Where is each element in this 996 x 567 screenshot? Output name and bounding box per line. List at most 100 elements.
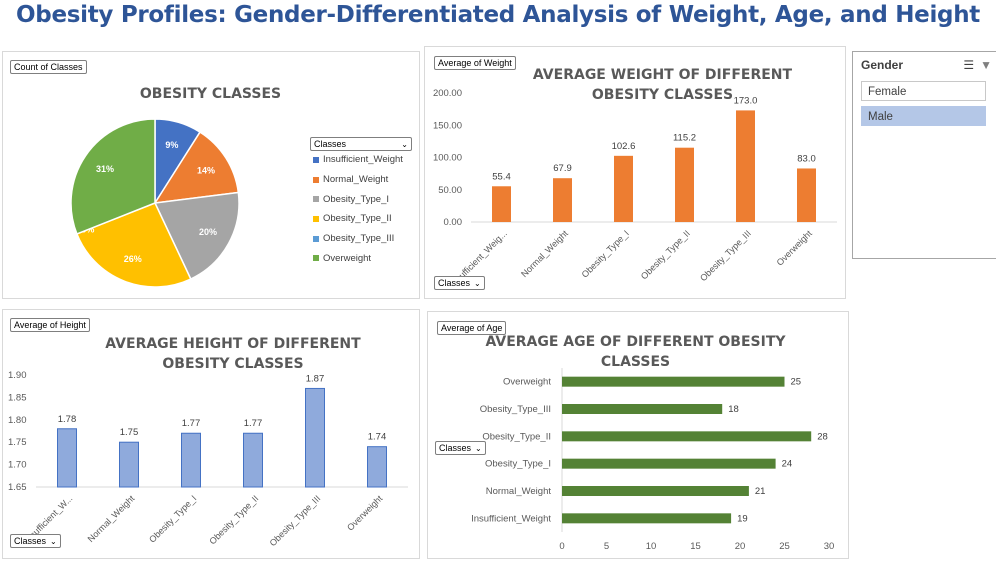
data-label-insufficient-weight: 19 (737, 513, 748, 524)
x-tick-label: Normal_Weight (86, 493, 137, 544)
legend-label: Obesity_Type_II (323, 213, 392, 225)
x-tick-label: Obesity_Type_I (580, 228, 631, 279)
pie-chart-title: OBESITY CLASSES (139, 86, 282, 102)
weight-chart-title: AVERAGE WEIGHT OF DIFFERENT OBESITY CLAS… (532, 67, 793, 103)
x-tick-label: Obesity_Type_II (639, 228, 692, 281)
chevron-down-icon: ⌄ (474, 278, 481, 288)
slicer-item-female[interactable]: Female (861, 81, 986, 101)
legend-item-normal-weight: Normal_Weight (313, 170, 403, 190)
bar-insufficient-weig (492, 186, 511, 222)
data-label-obesity-type-i: 24 (782, 459, 793, 470)
legend-label: Insufficient_Weight (323, 154, 403, 166)
y-tick-label: 1.65 (8, 482, 27, 493)
y-tick-label: 1.70 (8, 460, 27, 471)
legend-swatch (313, 196, 319, 203)
age-chart-panel[interactable]: Average of Age AVERAGE AGE OF DIFFERENT … (427, 311, 849, 559)
multi-select-icon[interactable]: ☰ (963, 58, 975, 72)
x-tick-label: 20 (735, 541, 746, 552)
pie-slice-overweight (70, 118, 156, 235)
average-of-height-field-button[interactable]: Average of Height (10, 318, 90, 332)
legend-swatch (313, 235, 319, 242)
average-of-age-field-button[interactable]: Average of Age (437, 321, 507, 335)
legend-swatch (313, 156, 319, 163)
data-label-obesity-type-i: 102.6 (612, 141, 636, 152)
data-label-obesity-type-ii: 115.2 (673, 133, 696, 144)
pie-label-normal-weight: 14% (197, 166, 215, 176)
y-tick-label: Obesity_Type_I (485, 459, 551, 470)
chevron-down-icon: ⌄ (401, 139, 408, 149)
x-tick-label: 30 (824, 541, 835, 552)
x-tick-label: Overweight (775, 228, 815, 268)
x-tick-label: Obesity_Type_III (698, 228, 753, 283)
bar-obesity-type-ii (243, 432, 263, 488)
data-label-obesity-type-ii: 28 (817, 431, 828, 442)
data-label-obesity-type-iii: 18 (728, 404, 739, 415)
weight-chart-panel[interactable]: Average of Weight AVERAGE WEIGHT OF DIFF… (424, 46, 846, 299)
bar-normal-weight (553, 178, 572, 222)
pie-legend-dropdown-label: Classes (314, 139, 347, 149)
y-tick-label: 1.80 (8, 415, 27, 426)
legend-label: Obesity_Type_III (323, 233, 395, 245)
legend-swatch (313, 176, 319, 183)
data-label-normal-weight: 1.75 (120, 427, 139, 438)
bar-obesity-type-ii (562, 431, 812, 442)
x-tick-label: 5 (604, 541, 609, 552)
age-bar-chart: 25 Overweight 18 Obesity_Type_III 28 Obesity_… (471, 368, 835, 552)
pie-chart-panel[interactable]: Count of Classes OBESITY CLASSES 9% 14% 20… (2, 51, 420, 299)
x-tick-label: 25 (779, 541, 790, 552)
x-tick-label: Obesity_Type_I (147, 493, 198, 544)
y-tick-label: Insufficient_Weight (471, 513, 551, 524)
bar-overweight (797, 168, 816, 222)
legend-item-insufficient-weight: Insufficient_Weight (313, 150, 403, 170)
data-label-insufficient-weig: 55.4 (492, 171, 511, 182)
y-tick-label: Overweight (503, 377, 551, 388)
x-tick-label: 10 (646, 541, 657, 552)
bar-overweight (562, 376, 785, 387)
chevron-down-icon: ⌄ (475, 443, 482, 453)
bar-obesity-type-iii (305, 387, 325, 488)
y-tick-label: Normal_Weight (486, 486, 552, 497)
height-classes-dropdown[interactable]: Classes ⌄ (10, 534, 61, 548)
data-label-obesity-type-iii: 173.0 (734, 95, 758, 106)
pie-label-overweight: 31% (96, 164, 114, 174)
bar-normal-weight (562, 486, 749, 496)
bar-normal-weight (119, 441, 139, 488)
bar-insufficient-weight (562, 513, 732, 524)
pie-slice-obesity-type-i (153, 191, 240, 281)
weight-dropdown-label: Classes (438, 278, 471, 288)
bar-obesity-type-iii (736, 110, 755, 222)
clear-filter-icon[interactable]: ▼ (980, 58, 992, 72)
data-label-obesity-type-iii: 1.87 (306, 373, 325, 384)
data-label-insufficient-w: 1.78 (58, 414, 77, 425)
legend-swatch (313, 215, 319, 222)
height-chart-panel[interactable]: Average of Height AVERAGE HEIGHT OF DIFF… (2, 309, 420, 559)
y-tick-label: 50.00 (438, 185, 462, 196)
count-of-classes-field-button[interactable]: Count of Classes (10, 60, 87, 74)
legend-item-obesity-type-iii: Obesity_Type_III (313, 229, 403, 249)
bar-obesity-type-i (181, 432, 201, 488)
pie-label-insufficient-weight: 9% (165, 140, 178, 150)
bar-obesity-type-i (562, 458, 776, 469)
age-chart-title: AVERAGE AGE OF DIFFERENT OBESITY CLASSES (485, 334, 786, 370)
legend-label: Obesity_Type_I (323, 193, 390, 205)
height-bar-chart: 1.651.701.751.801.851.901.78Insufficient… (8, 370, 408, 548)
bar-insufficient-w (57, 428, 77, 488)
y-tick-label: 1.90 (8, 370, 27, 381)
weight-classes-dropdown[interactable]: Classes ⌄ (434, 276, 485, 290)
age-classes-dropdown[interactable]: Classes ⌄ (435, 441, 486, 455)
pie-label-obesity-type-i: 20% (199, 227, 217, 237)
x-tick-label: Obesity_Type_III (268, 493, 323, 548)
pie-legend-classes-dropdown[interactable]: Classes ⌄ (310, 137, 412, 151)
y-tick-label: Obesity_Type_II (482, 431, 551, 442)
average-of-weight-field-button[interactable]: Average of Weight (434, 56, 516, 70)
slicer-item-male[interactable]: Male (861, 106, 986, 126)
height-chart-title: AVERAGE HEIGHT OF DIFFERENT OBESITY CLAS… (105, 336, 361, 372)
bar-overweight (367, 446, 387, 488)
legend-item-overweight: Overweight (313, 248, 403, 268)
weight-bar-chart: 0.0050.00100.00150.00200.0055.4Insuffici… (433, 88, 837, 289)
y-tick-label: 200.00 (433, 88, 462, 99)
pie-chart: 9%14%20%26%0%31% (70, 118, 240, 288)
legend-item-obesity-type-i: Obesity_Type_I (313, 189, 403, 209)
x-tick-label: Overweight (345, 493, 385, 533)
gender-slicer: Gender ☰ ▼ Female Male (852, 51, 996, 259)
